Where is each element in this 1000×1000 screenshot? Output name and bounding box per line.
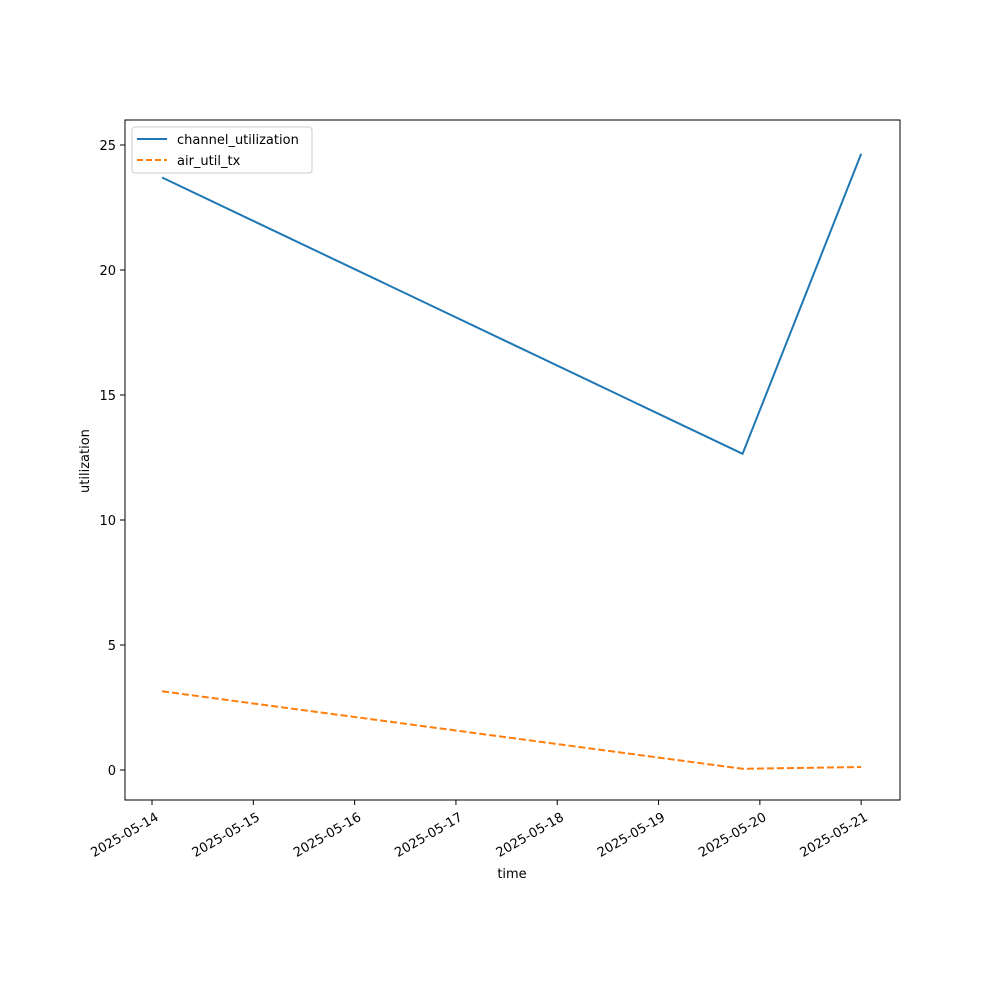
x-tick-label: 2025-05-20 — [696, 810, 769, 861]
x-tick-label: 2025-05-14 — [88, 810, 161, 861]
series-line-channel-utilization — [161, 153, 863, 455]
plot-frame — [124, 119, 901, 801]
series-line-air-util-tx — [161, 690, 862, 770]
x-tick-label: 2025-05-19 — [595, 810, 668, 861]
y-tick-label: 10 — [99, 514, 116, 529]
y-axis-label: utilization — [78, 429, 93, 493]
y-tick-label: 25 — [99, 139, 116, 154]
series-layer — [161, 153, 863, 770]
x-tick-label: 2025-05-21 — [798, 810, 871, 861]
y-tick-label: 20 — [99, 264, 116, 279]
x-tick-label: 2025-05-18 — [494, 810, 567, 861]
y-tick-label: 15 — [99, 389, 116, 404]
x-tick-label: 2025-05-15 — [190, 810, 263, 861]
legend-label-channel-utilization: channel_utilization — [177, 133, 299, 148]
y-tick-label: 5 — [108, 639, 116, 654]
legend-frame — [131, 126, 313, 174]
y-tick-label: 0 — [108, 764, 116, 779]
x-tick-label: 2025-05-17 — [392, 810, 465, 861]
legend: channel_utilization air_util_tx — [131, 126, 313, 174]
y-axis: 0 5 10 15 20 25 — [99, 139, 125, 779]
legend-label-air-util-tx: air_util_tx — [177, 154, 241, 169]
x-axis: 2025-05-14 2025-05-15 2025-05-16 2025-05-17… — [88, 800, 871, 861]
x-tick-label: 2025-05-16 — [291, 810, 364, 861]
x-axis-label: time — [497, 867, 526, 882]
